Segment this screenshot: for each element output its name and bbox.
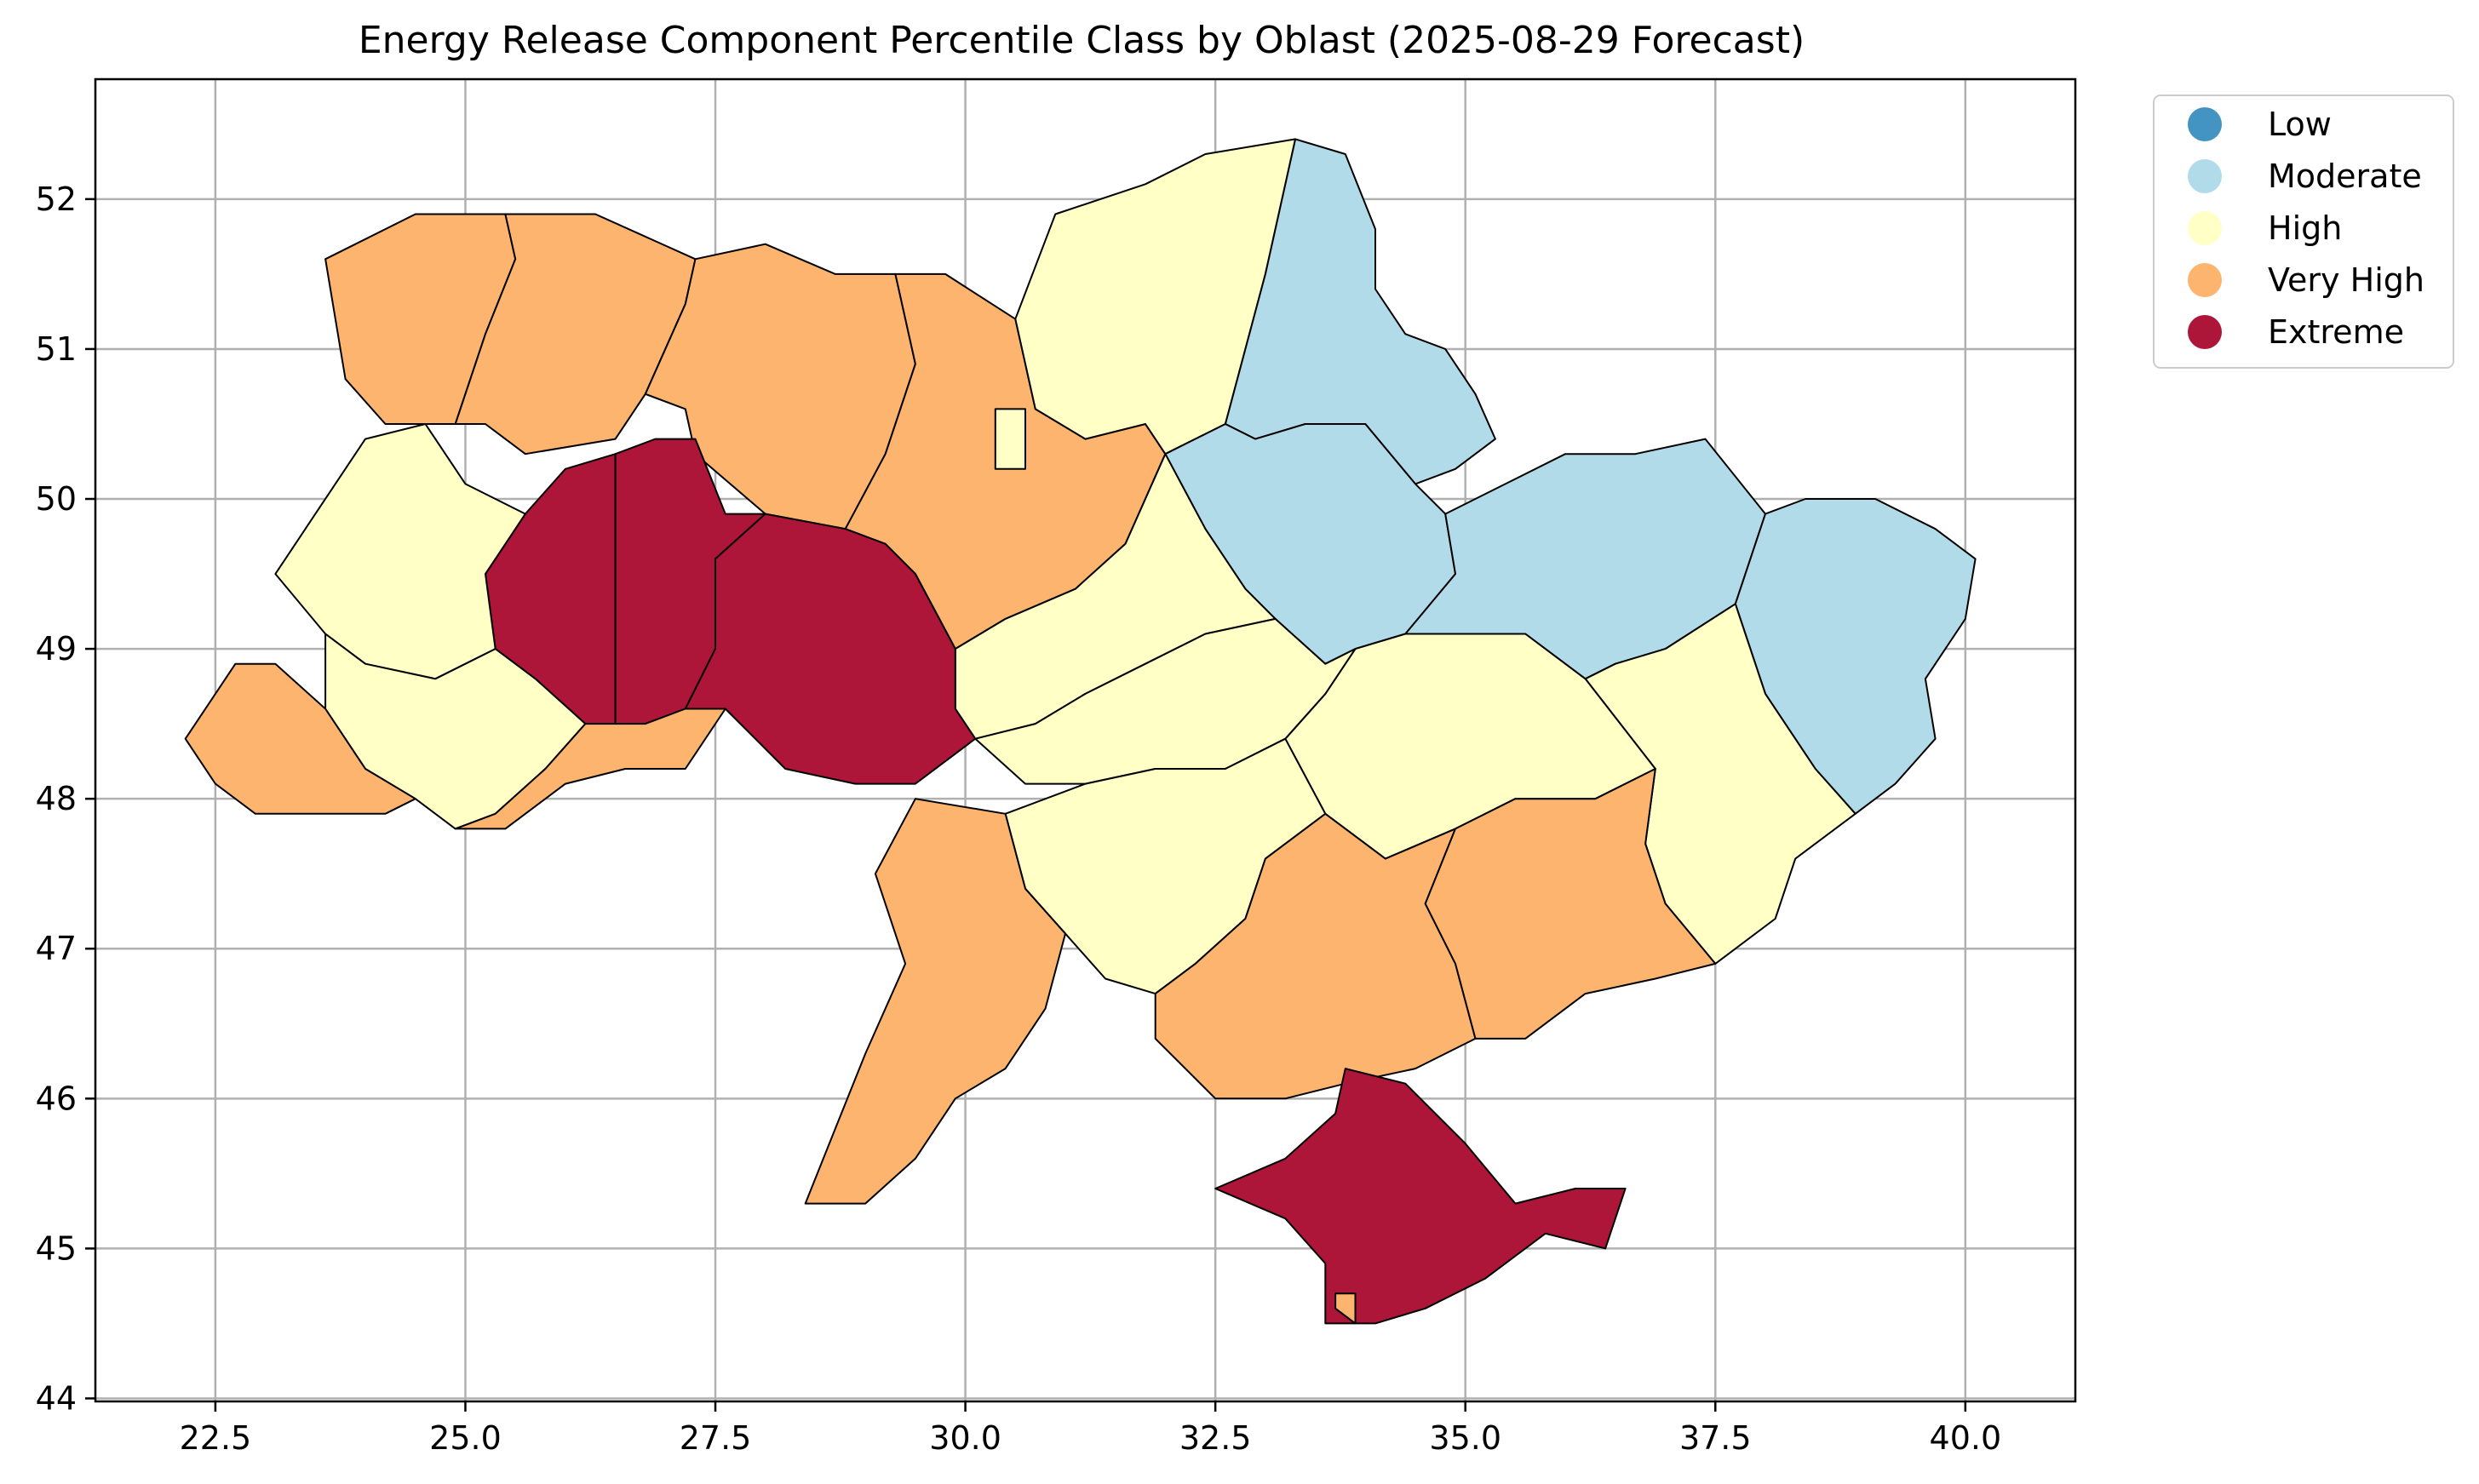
oblast-region-1 [454, 213, 697, 456]
plot-frame [94, 77, 2077, 1403]
x-axis-ticks: 22.5 25.0 27.5 30.0 32.5 35.0 37.5 40.0 [180, 1401, 2002, 1457]
legend-marker [2188, 263, 2222, 297]
legend-frame [2153, 95, 2454, 369]
y-tick-label: 48 [36, 780, 77, 817]
oblast-region-25 [184, 662, 416, 815]
y-tick-label: 44 [36, 1379, 77, 1417]
oblast-region-26 [454, 708, 726, 830]
legend-marker [2188, 315, 2222, 349]
oblast-region-5 [994, 408, 1026, 470]
legend-label: Low [2268, 106, 2332, 143]
oblast-region-18 [1214, 1068, 1627, 1325]
legend-marker [2188, 107, 2222, 141]
y-tick-label: 45 [36, 1229, 77, 1267]
y-tick-label: 50 [36, 480, 77, 518]
x-tick-label: 22.5 [180, 1419, 252, 1457]
y-tick-label: 52 [36, 180, 77, 218]
x-tick-label: 37.5 [1679, 1419, 1752, 1457]
legend: Low Moderate High Very High Extreme [2153, 95, 2454, 369]
legend-label: Extreme [2268, 313, 2404, 351]
oblast-region-15 [804, 798, 1066, 1205]
x-tick-label: 27.5 [680, 1419, 752, 1457]
x-tick-label: 35.0 [1429, 1419, 1501, 1457]
oblast-region-19 [1334, 1292, 1357, 1325]
y-tick-label: 46 [36, 1080, 77, 1117]
x-tick-label: 30.0 [929, 1419, 1001, 1457]
y-tick-label: 47 [36, 930, 77, 967]
x-tick-label: 25.0 [429, 1419, 502, 1457]
x-tick-label: 32.5 [1179, 1419, 1252, 1457]
y-axis-ticks: 44 45 46 47 48 49 50 51 52 [36, 180, 95, 1417]
oblast-region-17 [1424, 768, 1717, 1040]
x-tick-label: 40.0 [1930, 1419, 2002, 1457]
oblast-region-22 [684, 513, 977, 785]
y-tick-label: 51 [36, 330, 77, 368]
chart-title: Energy Release Component Percentile Clas… [359, 19, 1805, 62]
legend-label: Moderate [2268, 158, 2422, 195]
y-tick-label: 49 [36, 630, 77, 668]
oblast-region-23 [274, 423, 526, 680]
oblast-regions [184, 138, 1977, 1325]
legend-marker [2188, 159, 2222, 193]
legend-marker [2188, 211, 2222, 245]
legend-label: High [2268, 209, 2342, 247]
legend-label: Very High [2268, 261, 2424, 299]
